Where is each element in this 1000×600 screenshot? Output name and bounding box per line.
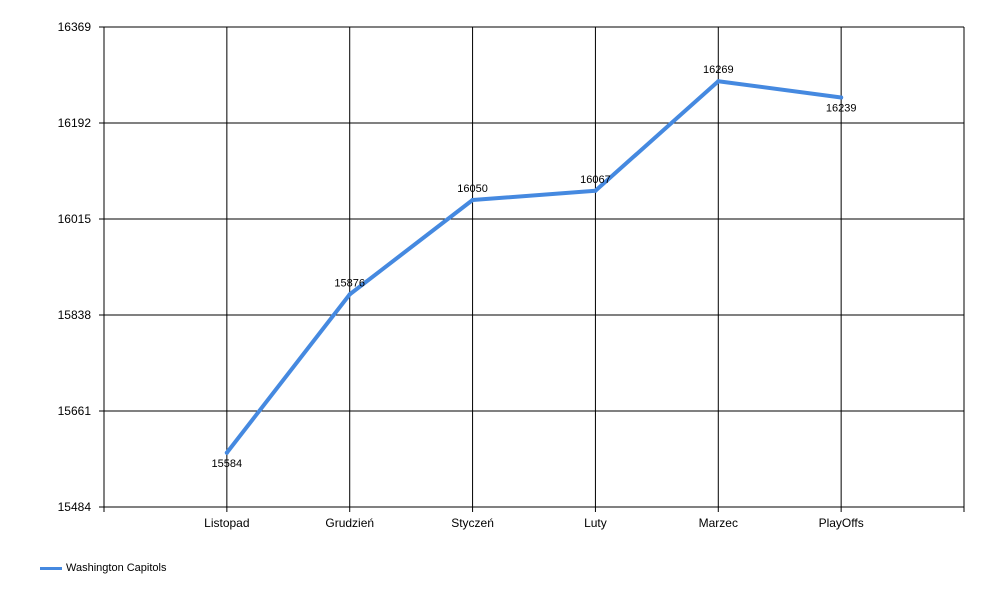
data-point xyxy=(593,188,598,193)
data-point xyxy=(716,79,721,84)
data-label: 15876 xyxy=(334,277,365,289)
legend: Washington Capitols xyxy=(40,562,166,574)
y-tick-label: 15661 xyxy=(58,404,92,418)
data-point xyxy=(839,95,844,100)
data-label: 16067 xyxy=(580,174,611,186)
series-line xyxy=(224,79,844,455)
data-point xyxy=(347,292,352,297)
data-point xyxy=(224,450,229,455)
y-tick-label: 15838 xyxy=(58,308,92,322)
x-tick-label: PlayOffs xyxy=(819,516,864,530)
x-tick-label: Styczeń xyxy=(451,516,494,530)
x-tick-label: Luty xyxy=(584,516,607,530)
legend-swatch xyxy=(40,566,62,570)
data-label: 16269 xyxy=(703,64,734,76)
x-tick-label: Marzec xyxy=(699,516,738,530)
x-tick-label: Grudzień xyxy=(325,516,374,530)
x-tick-label: Listopad xyxy=(204,516,249,530)
legend-label: Washington Capitols xyxy=(66,562,167,574)
y-tick-label: 16369 xyxy=(58,20,92,34)
y-tick-label: 15484 xyxy=(58,500,92,514)
data-point xyxy=(470,198,475,203)
data-label: 16050 xyxy=(457,183,488,195)
data-label: 16239 xyxy=(826,103,857,115)
y-tick-label: 16192 xyxy=(58,116,92,130)
y-tick-label: 16015 xyxy=(58,212,92,226)
data-label: 15584 xyxy=(212,458,243,470)
